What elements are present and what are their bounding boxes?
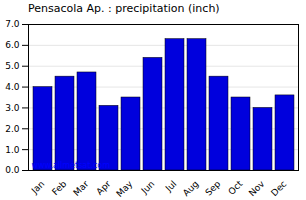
svg-text:Feb: Feb <box>50 179 69 198</box>
svg-text:www.allmetsat.com: www.allmetsat.com <box>32 161 111 170</box>
svg-text:Aug: Aug <box>181 179 201 199</box>
svg-text:1.0: 1.0 <box>5 145 20 155</box>
svg-text:3.0: 3.0 <box>5 103 20 113</box>
svg-text:2.0: 2.0 <box>5 124 20 134</box>
svg-text:4.0: 4.0 <box>5 82 20 92</box>
svg-text:May: May <box>114 178 135 199</box>
svg-text:6.0: 6.0 <box>5 40 20 50</box>
svg-text:Apr: Apr <box>94 179 112 197</box>
svg-text:7.0: 7.0 <box>5 19 20 29</box>
svg-text:0.0: 0.0 <box>5 165 20 175</box>
svg-text:Mar: Mar <box>71 178 90 197</box>
svg-text:Sep: Sep <box>203 179 222 198</box>
svg-text:Oct: Oct <box>226 178 244 196</box>
svg-text:Jul: Jul <box>163 179 178 194</box>
html-text:Pensacola Ap. : precipitation: Pensacola Ap. : precipitation (inch) <box>28 2 220 15</box>
svg-text:Dec: Dec <box>269 179 288 198</box>
svg-text:Jan: Jan <box>29 179 47 197</box>
svg-text:5.0: 5.0 <box>5 61 20 71</box>
svg-text:Jun: Jun <box>139 179 157 197</box>
svg-text:Nov: Nov <box>247 178 267 198</box>
